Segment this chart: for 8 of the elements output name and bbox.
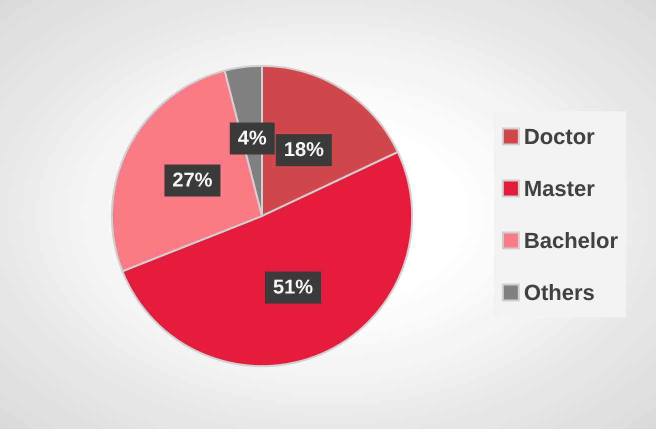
data-label: 27% (172, 170, 213, 192)
legend-label: Bachelor (524, 228, 618, 253)
legend-label: Others (524, 280, 595, 305)
data-label: 18% (284, 139, 324, 162)
data-label: 4% (238, 128, 267, 150)
legend-label: Master (524, 176, 596, 201)
data-label: 51% (272, 276, 314, 299)
legend-label: Doctor (524, 124, 596, 149)
